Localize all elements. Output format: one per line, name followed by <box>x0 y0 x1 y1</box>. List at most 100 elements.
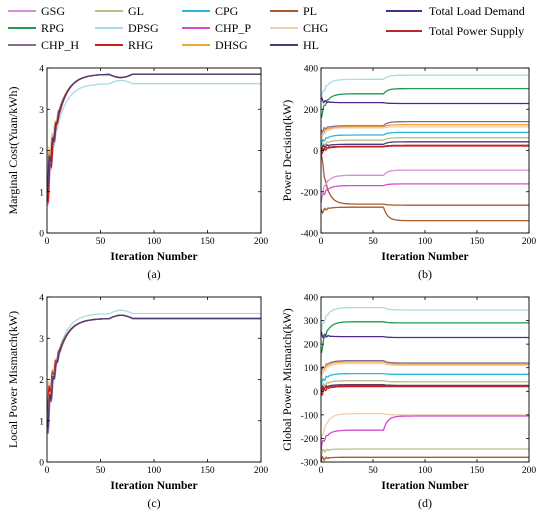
y-axis-label: Global Power Mismatch(kW) <box>280 308 294 451</box>
series-line-chp-p <box>47 73 261 190</box>
x-tick-label: 150 <box>200 237 215 247</box>
series-line-dhsg <box>321 361 529 374</box>
x-tick-label: 200 <box>254 237 269 247</box>
y-tick-label: 0 <box>313 388 318 398</box>
series-line-chp-p <box>321 415 529 452</box>
y-tick-label: 200 <box>304 341 319 351</box>
y-tick-label: 2 <box>39 376 44 386</box>
y-axis-label: Marginal Cost(Yuan/kWh) <box>6 86 20 214</box>
legend-label-rhg: RHG <box>128 38 154 52</box>
series-line-dpsg <box>47 79 261 202</box>
legend-label-rpg: RPG <box>41 21 65 35</box>
x-tick-label: 100 <box>147 466 162 476</box>
y-tick-label: 1 <box>39 188 44 198</box>
chart-panel-b: 0 50 100 150 200 -400 -200 0 200 400 Iteration Num… <box>280 65 536 282</box>
series-line-chg <box>321 362 529 381</box>
series-line-chg <box>321 413 529 444</box>
series-line-gl <box>321 448 529 457</box>
plot-frame <box>320 67 530 234</box>
x-tick-label: 50 <box>96 237 106 247</box>
series-line-dpsg <box>47 309 261 429</box>
series-line-rpg <box>47 314 261 425</box>
series-line-pl <box>321 206 529 222</box>
series-line-rhg <box>321 145 529 156</box>
panel-caption: (a) <box>147 267 160 281</box>
y-tick-label: 300 <box>304 317 319 327</box>
series-line-rhg <box>321 385 529 397</box>
series-line-chp-p <box>47 314 261 422</box>
series-line-rpg <box>47 73 261 195</box>
legend-label-total-load-demand: Total Load Demand <box>429 4 525 18</box>
series-line-dpsg <box>321 306 529 336</box>
y-tick-label: 200 <box>304 106 319 116</box>
series-line-cpg <box>47 314 261 431</box>
series-line-chg <box>47 314 261 415</box>
x-tick-label: 100 <box>418 466 433 476</box>
y-tick-label: -300 <box>301 459 319 469</box>
series-line-dpsg <box>321 74 529 102</box>
x-tick-label: 0 <box>319 466 324 476</box>
series-line-rhg <box>47 73 261 203</box>
panel-caption: (b) <box>418 267 432 281</box>
series-line-dhsg <box>47 314 261 427</box>
series-line-total-load-demand <box>321 97 529 105</box>
x-tick-label: 200 <box>254 466 269 476</box>
series-line-gl <box>321 137 529 152</box>
series-line-rpg <box>321 87 529 118</box>
y-tick-label: -100 <box>301 411 319 421</box>
chart-panel-c: 0 50 100 150 200 0 1 2 3 4 Iteration Number (c) Loca… <box>6 294 268 511</box>
series-line-chp-h <box>321 359 529 377</box>
series-line-dhsg <box>321 124 529 136</box>
y-axis-label: Local Power Mismatch(kW) <box>6 311 20 448</box>
chart-panel-d: 0 50 100 150 200 -300 -200 -100 0 100 200 300 400 Ite… <box>280 294 536 511</box>
series-line-hl <box>47 73 261 193</box>
series-line-hl <box>47 314 261 429</box>
legend-label-gl: GL <box>128 4 144 18</box>
x-tick-label: 150 <box>200 466 215 476</box>
series-line-cpg <box>47 73 261 200</box>
x-tick-label: 150 <box>470 237 485 247</box>
legend-label-pl: PL <box>303 4 317 18</box>
series-line-chp-p <box>321 183 529 203</box>
legend: GSG GL CPG PL RPG DPSG CHP_P CHG CHP_H RHG DHSG HL T… <box>8 4 525 52</box>
series-line-total-power-supply <box>321 144 529 152</box>
y-tick-label: 4 <box>39 294 44 304</box>
y-tick-label: 0 <box>39 230 44 240</box>
y-tick-label: 100 <box>304 364 319 374</box>
series-line-hl <box>321 384 529 394</box>
series-line-gsg <box>47 73 261 207</box>
y-tick-label: 1 <box>39 417 44 427</box>
x-tick-label: 100 <box>418 237 433 247</box>
series-line-gl <box>47 73 261 193</box>
y-tick-label: -200 <box>301 435 319 445</box>
series-line-gsg <box>47 314 261 435</box>
legend-label-chg: CHG <box>303 21 329 35</box>
series-line-chg <box>321 126 529 141</box>
series-line-total-load-demand <box>321 331 529 339</box>
x-tick-label: 0 <box>45 466 50 476</box>
x-tick-label: 50 <box>368 237 378 247</box>
plot-frame <box>46 67 262 234</box>
x-tick-label: 0 <box>45 237 50 247</box>
legend-label-dpsg: DPSG <box>128 21 159 35</box>
series-line-pl <box>47 314 261 417</box>
y-tick-label: 2 <box>39 147 44 157</box>
series-line-dhsg <box>47 73 261 188</box>
legend-label-hl: HL <box>303 38 319 52</box>
y-tick-label: 0 <box>313 147 318 157</box>
x-axis-label: Iteration Number <box>110 480 197 492</box>
series-line-chp-h <box>47 314 261 433</box>
legend-label-chp-p: CHP_P <box>215 21 251 35</box>
y-tick-label: -400 <box>301 230 319 240</box>
series-line-gl <box>321 380 529 393</box>
series-line-rpg <box>321 321 529 354</box>
plot-frame <box>46 296 262 463</box>
y-tick-label: 3 <box>39 335 44 345</box>
chart-panel-a: 0 50 100 150 200 0 1 2 3 4 Iteration Number (a) Marg… <box>6 65 268 282</box>
x-axis-label: Iteration Number <box>110 251 197 263</box>
legend-label-chp-h: CHP_H <box>41 38 79 52</box>
series-line-chp-h <box>321 120 529 134</box>
x-tick-label: 200 <box>522 466 537 476</box>
series-line-chg <box>47 73 261 182</box>
